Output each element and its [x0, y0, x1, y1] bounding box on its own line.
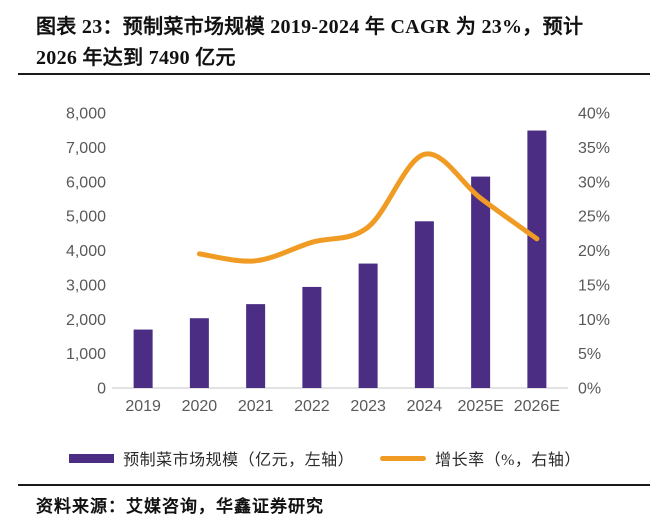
- figure-title-line1: 图表 23：预制菜市场规模 2019-2024 年 CAGR 为 23%，预计: [36, 16, 584, 38]
- right-axis-tick: 30%: [578, 174, 610, 191]
- right-axis-tick: 15%: [578, 277, 610, 294]
- left-axis-tick: 7,000: [66, 140, 106, 157]
- source-divider: [18, 484, 650, 486]
- chart-legend: 预制菜市场规模（亿元，左轴） 增长率（%，右轴）: [0, 446, 650, 470]
- x-axis-label: 2023: [350, 398, 386, 415]
- right-axis-tick: 40%: [578, 106, 610, 123]
- bar-series-label: 预制菜市场规模（亿元，左轴）: [123, 452, 355, 469]
- left-axis-tick: 5,000: [66, 209, 106, 226]
- left-axis-tick: 8,000: [66, 106, 106, 123]
- line-series-label: 增长率（%，右轴）: [435, 452, 581, 469]
- x-axis-label: 2019: [125, 398, 161, 415]
- bar-2024: [414, 221, 434, 388]
- x-axis-label: 2026E: [514, 398, 560, 415]
- right-axis-tick: 25%: [578, 209, 610, 226]
- figure-title-line2: 2026 年达到 7490 亿元: [36, 47, 236, 69]
- right-axis-tick: 5%: [578, 346, 601, 363]
- growth-rate-line: [196, 151, 540, 264]
- title-divider: [18, 73, 650, 75]
- legend-item-growth-rate: 增长率（%，右轴）: [380, 446, 581, 470]
- bar-2019: [133, 329, 153, 388]
- market-size-growth-chart: 0 1,000 2,000 3,000 4,000 5,000 6,000 7,000 8,00…: [66, 106, 610, 416]
- left-axis-tick: 6,000: [66, 174, 106, 191]
- bar-2026E: [527, 130, 547, 388]
- left-axis-tick: 4,000: [66, 243, 106, 260]
- x-axis-label: 2025E: [457, 398, 503, 415]
- left-axis-tick: 2,000: [66, 312, 106, 329]
- x-axis-label: 2021: [238, 398, 274, 415]
- legend-item-market-size: 预制菜市场规模（亿元，左轴）: [69, 446, 354, 470]
- bar-2025E: [471, 176, 491, 388]
- bar-2023: [358, 263, 378, 388]
- left-axis-tick: 3,000: [66, 277, 106, 294]
- bar-series-swatch: [69, 453, 115, 463]
- line-series-swatch: [380, 455, 427, 461]
- left-axis-tick: 0: [97, 381, 106, 398]
- bar-2022: [302, 286, 322, 388]
- figure-title: 图表 23：预制菜市场规模 2019-2024 年 CAGR 为 23%，预计 …: [36, 12, 634, 74]
- x-axis-label: 2022: [294, 398, 330, 415]
- right-axis-tick: 35%: [578, 140, 610, 157]
- right-axis-tick: 20%: [578, 243, 610, 260]
- x-axis-label: 2024: [407, 398, 443, 415]
- source-note: 资料来源：艾媒咨询，华鑫证券研究: [36, 497, 324, 516]
- bar-2021: [246, 304, 266, 388]
- x-axis-label: 2020: [182, 398, 218, 415]
- bar-2020: [189, 318, 209, 388]
- left-axis-tick: 1,000: [66, 346, 106, 363]
- right-axis-tick: 0%: [578, 381, 601, 398]
- right-axis-tick: 10%: [578, 312, 610, 329]
